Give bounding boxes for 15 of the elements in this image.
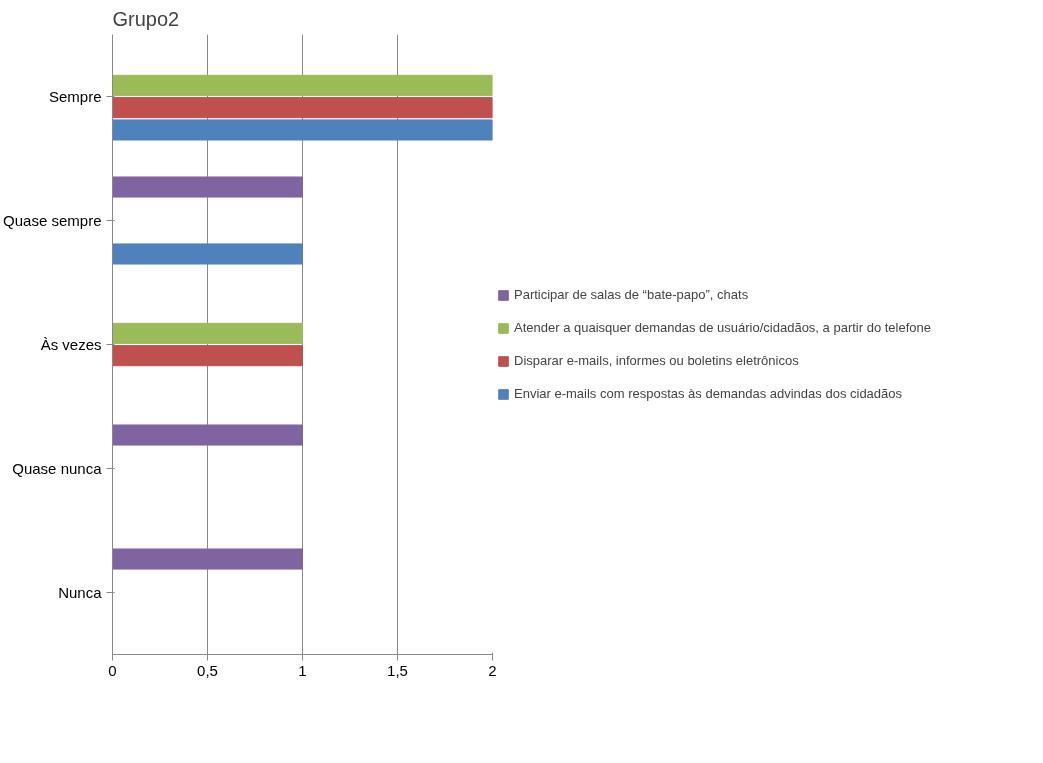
x-tick-label: 1,5 <box>387 661 408 679</box>
x-tick-label: 0 <box>108 661 117 679</box>
y-tick-label: Quase sempre <box>3 212 102 229</box>
x-tick-label: 2 <box>488 661 497 679</box>
legend-label: Disparar e-mails, informes ou boletins eletrônicos <box>514 353 799 368</box>
x-tick-label: 0,5 <box>197 661 218 679</box>
legend-label: Atender a quaisquer demandas de usuário/cidadãos, a partir do telefone <box>514 320 932 335</box>
chart-title: Grupo2 <box>112 7 180 30</box>
legend-label: Participar de salas de “bate-papo”, chats <box>514 287 749 302</box>
y-tick-label: Quase nunca <box>12 460 103 477</box>
y-tick-label: Nunca <box>58 584 103 601</box>
x-tick-label: 1 <box>298 661 307 679</box>
legend-label: Enviar e-mails com respostas às demandas advindas dos cidadãos <box>514 386 903 401</box>
y-tick-label: Às vezes <box>40 336 102 353</box>
y-tick-label: Sempre <box>48 88 102 105</box>
